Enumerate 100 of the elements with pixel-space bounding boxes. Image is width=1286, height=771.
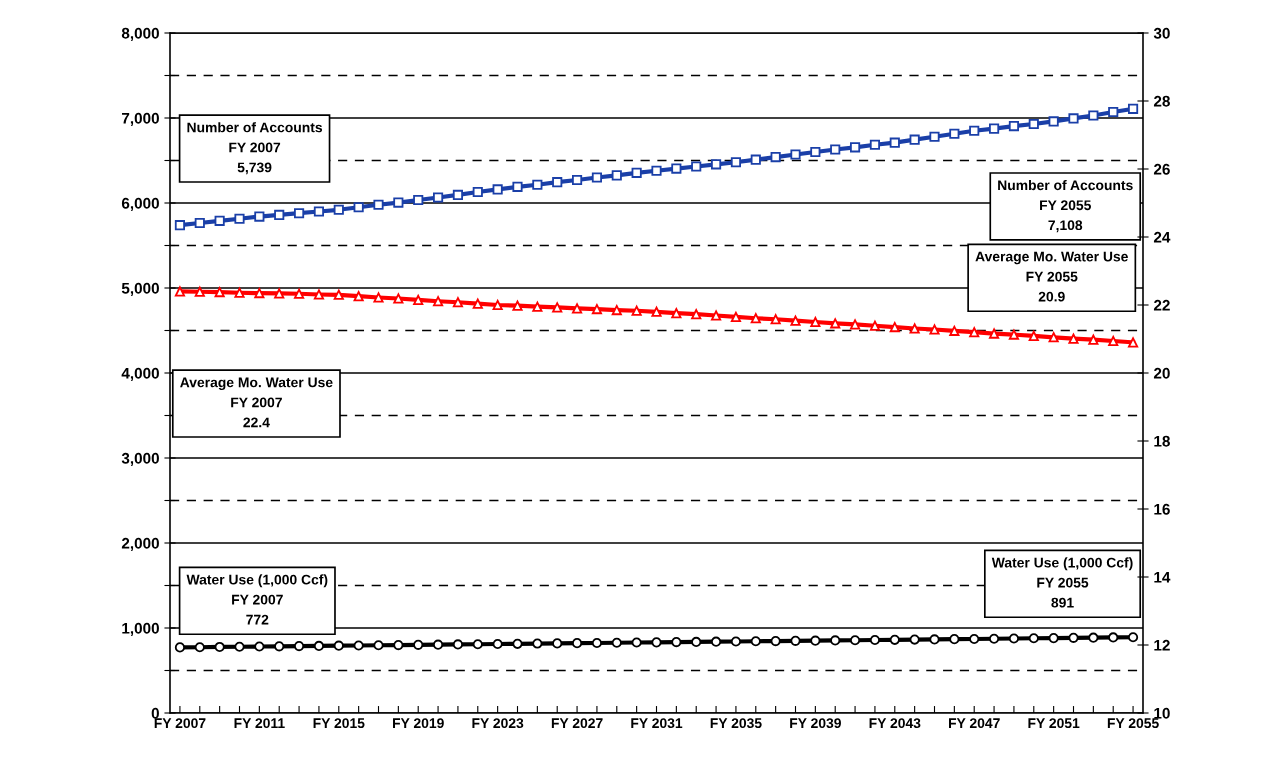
x-tick-label: FY 2035 [710, 718, 762, 729]
point [949, 128, 960, 139]
point [214, 215, 225, 226]
point [830, 318, 841, 329]
point [691, 161, 702, 172]
y2-tick-label: 28 [1153, 95, 1170, 107]
point [651, 637, 662, 648]
point [810, 146, 821, 158]
point [631, 167, 642, 178]
point [254, 641, 265, 652]
point [492, 299, 503, 311]
point [492, 638, 503, 650]
y-tick-label: 1,000 [122, 622, 159, 636]
point [393, 293, 404, 304]
point [671, 163, 682, 174]
point [790, 149, 801, 160]
y2-tick-label: 20 [1153, 367, 1170, 379]
y2-tick-label: 26 [1153, 163, 1170, 175]
point [174, 642, 186, 653]
point [293, 208, 305, 219]
y2-tick-label: 22 [1153, 299, 1170, 311]
point [1048, 116, 1059, 127]
point [790, 635, 801, 646]
point [393, 640, 404, 651]
point [571, 174, 583, 186]
point [274, 641, 285, 652]
point [830, 144, 841, 155]
point [1028, 633, 1039, 644]
point [1048, 332, 1059, 343]
point [313, 640, 325, 652]
point [1127, 632, 1139, 643]
point [1108, 632, 1119, 643]
point [313, 206, 325, 217]
point [234, 213, 245, 224]
point [770, 152, 781, 163]
point [532, 179, 543, 190]
point [254, 288, 265, 299]
point [254, 211, 265, 222]
point [1008, 329, 1020, 340]
point [988, 633, 1000, 644]
point [611, 170, 622, 181]
point [949, 325, 960, 336]
y2-tick-label: 30 [1153, 27, 1170, 39]
y-tick-label: 6,000 [121, 197, 159, 211]
x-tick-label: FY 2031 [631, 718, 683, 729]
point [591, 304, 603, 315]
point [472, 298, 483, 309]
point [571, 638, 583, 649]
point [710, 159, 722, 170]
y-tick-label: 2,000 [121, 537, 159, 551]
point [1068, 632, 1079, 643]
x-tick-label: FY 2027 [551, 718, 603, 729]
point [214, 641, 225, 653]
point [969, 125, 980, 136]
point [869, 320, 881, 331]
point [432, 296, 444, 307]
point [333, 204, 344, 215]
point [909, 323, 920, 334]
point [532, 301, 543, 312]
point [1048, 633, 1059, 644]
point [353, 291, 364, 302]
y2-tick-label: 10 [1154, 707, 1170, 719]
point [413, 294, 424, 305]
point [810, 635, 821, 646]
y2-tick-label: 14 [1154, 572, 1171, 583]
point [1068, 113, 1079, 124]
point [909, 634, 920, 645]
x-tick-label: FY 2015 [313, 718, 365, 729]
point [909, 134, 920, 145]
point [552, 302, 563, 313]
point [274, 209, 285, 220]
point [413, 639, 424, 650]
point [512, 638, 523, 649]
point [750, 313, 761, 324]
point [194, 286, 205, 297]
point [432, 639, 444, 650]
point [571, 303, 583, 314]
point [1108, 106, 1119, 118]
point [631, 305, 642, 316]
point [770, 636, 781, 647]
point [174, 286, 186, 297]
point [710, 636, 722, 647]
point [452, 297, 464, 308]
point [889, 634, 900, 645]
point [1127, 337, 1139, 348]
y2-tick-label: 16 [1154, 503, 1170, 515]
point [432, 192, 444, 203]
point [1008, 633, 1020, 644]
point [710, 310, 722, 321]
point [889, 137, 900, 148]
y-tick-label: 4,000 [121, 367, 159, 381]
point [631, 637, 642, 648]
point [1028, 330, 1039, 342]
point [552, 177, 563, 188]
x-tick-label: FY 2047 [949, 718, 1000, 729]
point [532, 638, 543, 649]
point [750, 636, 761, 647]
point [274, 288, 285, 299]
point [293, 641, 305, 652]
point [1108, 335, 1119, 347]
